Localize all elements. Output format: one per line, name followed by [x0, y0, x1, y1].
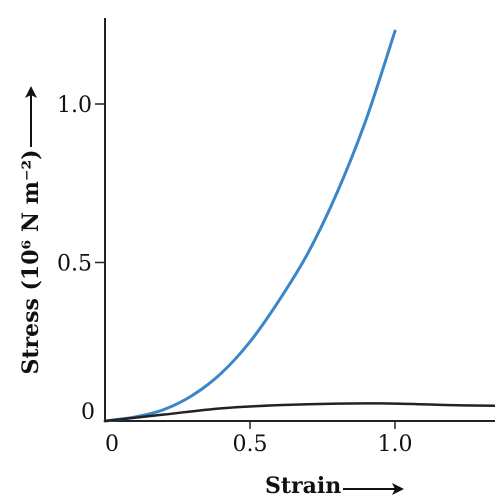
- x-arrow-head: [392, 483, 404, 495]
- axes: [104, 18, 495, 422]
- series-line-blue: [103, 29, 397, 423]
- axis-arrows: [25, 86, 404, 495]
- y-tick-label: 0.5: [57, 252, 92, 277]
- series-line-black: [103, 402, 495, 423]
- y-tick-label: 0: [81, 400, 95, 425]
- y-tick-label: 1.0: [57, 93, 92, 118]
- ticks: 0 0.5 1.0 0 0.5 1.0: [57, 93, 413, 457]
- series-lines: [103, 29, 495, 423]
- x-tick-label: 0: [105, 432, 119, 457]
- y-axis-label: Stress (10⁶ N m⁻²): [18, 149, 44, 374]
- x-tick-label: 0.5: [233, 432, 268, 457]
- x-tick-label: 1.0: [378, 432, 413, 457]
- x-axis-label: Strain: [265, 473, 341, 499]
- y-arrow-head: [25, 86, 37, 98]
